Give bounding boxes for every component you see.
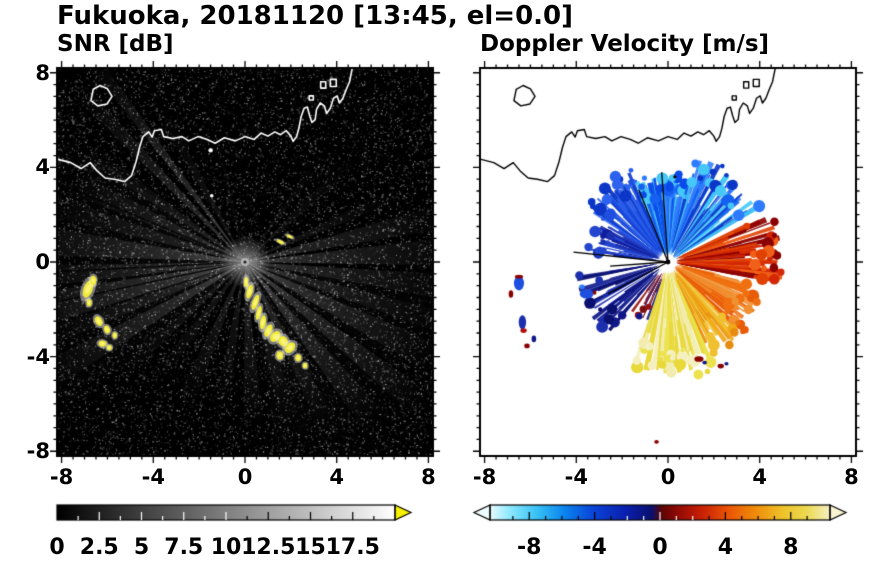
snr-x-tick-label: -8 (49, 465, 74, 489)
snr-colorbar-label: 5 (133, 535, 150, 560)
snr-y-tick-label: -4 (26, 344, 50, 369)
doppler-colorbar (454, 500, 860, 530)
snr-colorbar-label: 7.5 (164, 535, 204, 560)
snr-colorbar-label: 15 (295, 535, 326, 560)
doppler-x-tick-label: -4 (564, 465, 588, 489)
doppler-colorbar-label: -4 (582, 535, 607, 560)
snr-colorbar (50, 500, 422, 530)
doppler-colorbar-label: -8 (516, 535, 542, 560)
snr-y-tick-label: 8 (35, 60, 50, 85)
snr-x-tick-label: -4 (141, 465, 165, 489)
doppler-colorbar-label: 0 (652, 535, 668, 560)
doppler-x-tick-label: 8 (844, 465, 859, 489)
snr-x-tick-label: 8 (421, 465, 436, 489)
doppler-x-tick-label: 4 (752, 465, 768, 489)
snr-x-tick-label: 4 (329, 465, 345, 489)
snr-y-tick-label: -8 (26, 439, 50, 464)
doppler-heatmap (468, 56, 868, 468)
snr-panel-title: SNR [dB] (57, 31, 174, 57)
doppler-panel-title: Doppler Velocity [m/s] (480, 31, 770, 57)
doppler-colorbar-label: 8 (783, 535, 799, 560)
snr-colorbar-label: 0 (49, 535, 65, 560)
doppler-colorbar-label: 4 (717, 535, 734, 560)
snr-colorbar-label: 17.5 (325, 535, 380, 560)
doppler-x-tick-label: -8 (472, 465, 497, 489)
snr-colorbar-label: 10 (210, 535, 242, 560)
snr-y-tick-label: 4 (35, 155, 50, 180)
figure-title: Fukuoka, 20181120 [13:45, el=0.0] (57, 1, 574, 31)
doppler-x-tick-label: 0 (660, 465, 676, 489)
snr-colorbar-label: 12.5 (241, 535, 296, 560)
snr-x-tick-label: 0 (237, 465, 253, 489)
snr-colorbar-label: 2.5 (79, 535, 119, 560)
snr-y-tick-label: 0 (35, 250, 50, 274)
snr-heatmap (45, 56, 445, 468)
